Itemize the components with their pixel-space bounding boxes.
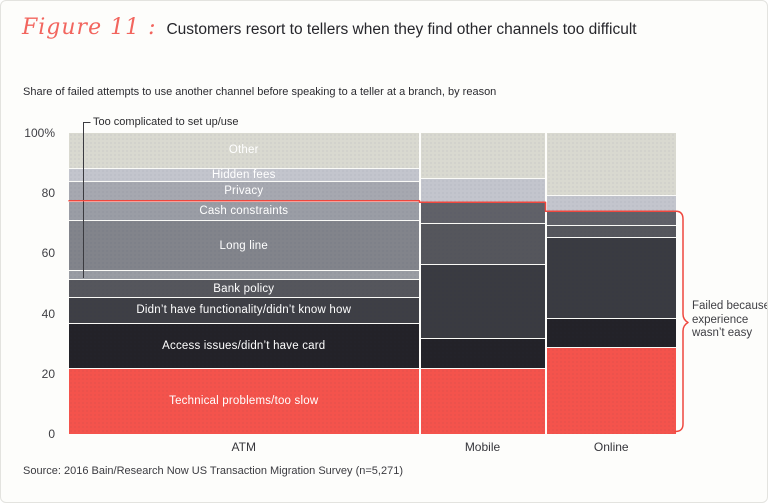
- y-axis-tick-100: 100%: [24, 126, 55, 140]
- x-axis-label-atm: ATM: [231, 440, 256, 454]
- too-complicated-annotation: Too complicated to set up/use: [93, 116, 239, 128]
- segment-long-line: Long line: [69, 220, 419, 270]
- segment-mobile-5: [420, 178, 545, 203]
- y-axis-tick-40: 40: [41, 306, 55, 321]
- failed-brace-label: Failed because experience wasn’t easy: [692, 300, 768, 339]
- page-title: Customers resort to tellers when they fi…: [166, 21, 637, 38]
- segment-mobile-3: [420, 223, 545, 264]
- segment-bank-policy: Bank policy: [69, 279, 419, 298]
- x-axis-label-online: Online: [593, 440, 629, 454]
- segment-online-6: [546, 133, 676, 195]
- segment-atm-4: [69, 269, 419, 279]
- chart-subtitle: Share of failed attempts to use another …: [23, 86, 497, 98]
- segment-online-4: [546, 211, 676, 225]
- segment-mobile-4: [420, 202, 545, 224]
- source-note: Source: 2016 Bain/Research Now US Transa…: [23, 465, 403, 477]
- segment-hidden-fees: Hidden fees: [69, 167, 419, 182]
- segment-online-1: [546, 318, 676, 347]
- segment-label: Technical problems/too slow: [169, 395, 319, 408]
- segment-label: Privacy: [224, 185, 264, 198]
- segment-mobile-6: [420, 133, 545, 179]
- segment-label: Access issues/didn’t have card: [162, 339, 326, 352]
- segment-privacy: Privacy: [69, 181, 419, 201]
- segment-online-5: [546, 194, 676, 212]
- segment-online-2: [546, 236, 676, 319]
- segment-technical-problems-too-slow: Technical problems/too slow: [69, 367, 419, 434]
- segment-cash-constraints: Cash constraints: [69, 200, 419, 221]
- segment-online-0: [546, 346, 676, 434]
- segment-mobile-2: [420, 263, 545, 338]
- segment-mobile-0: [420, 367, 545, 434]
- bar-online: [546, 133, 676, 434]
- segment-label: Long line: [219, 239, 268, 252]
- title-row: Figure 11 : Customers resort to tellers …: [22, 15, 637, 40]
- segment-mobile-1: [420, 337, 545, 368]
- y-axis-tick-60: 60: [41, 246, 55, 261]
- segment-label: Cash constraints: [199, 205, 289, 218]
- y-axis-tick-20: 20: [41, 366, 55, 381]
- x-axis-label-mobile: Mobile: [464, 440, 501, 454]
- segment-other: Other: [69, 133, 419, 168]
- segment-label: Other: [228, 144, 259, 157]
- bar-mobile: [420, 133, 545, 434]
- y-axis-tick-80: 80: [41, 186, 55, 201]
- segment-didn-t-have-functionality-didn-t-know-how: Didn’t have functionality/didn’t know ho…: [69, 297, 419, 323]
- segment-label: Bank policy: [213, 282, 275, 295]
- bar-atm: Technical problems/too slow Access issues…: [69, 133, 419, 434]
- segment-label: Hidden fees: [211, 168, 276, 181]
- y-axis-tick-0: 0: [48, 427, 55, 441]
- segment-label: Didn’t have functionality/didn’t know ho…: [136, 304, 352, 317]
- figure-number-label: Figure 11 :: [22, 15, 157, 40]
- segment-online-3: [546, 224, 676, 237]
- segment-access-issues-didn-t-have-card: Access issues/didn’t have card: [69, 322, 419, 368]
